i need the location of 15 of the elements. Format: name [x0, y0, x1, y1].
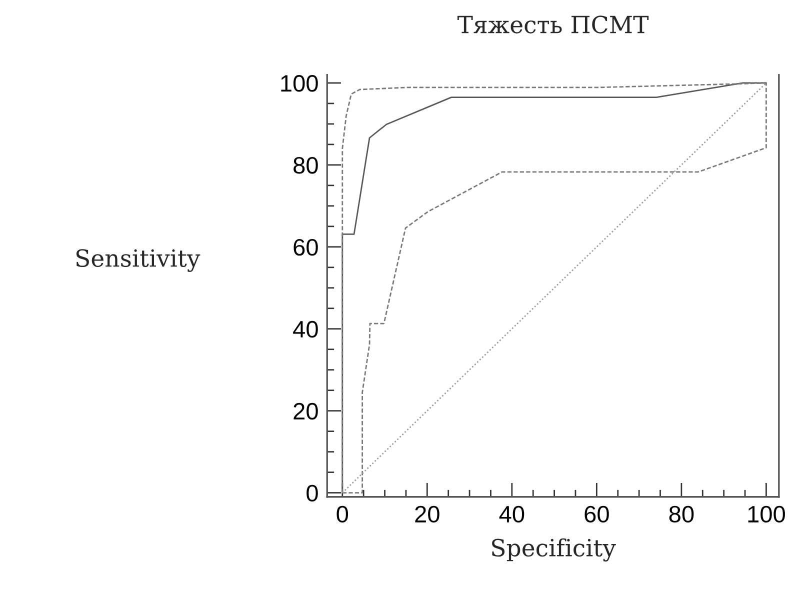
x-axis-title: Specificity [492, 538, 616, 562]
y-tick-label: 60 [294, 238, 318, 256]
x-tick-label: 80 [669, 506, 694, 523]
y-tick-label: 40 [293, 320, 318, 338]
y-axis-title: Sensitivity [76, 249, 200, 272]
x-tick-label: 100 [748, 506, 785, 523]
chart-title: Тяжесть ПСМТ [457, 16, 649, 34]
x-tick-label: 0 [336, 506, 348, 523]
y-tick-label: 80 [294, 156, 318, 174]
x-tick-label: 20 [415, 506, 440, 523]
y-tick-label: 0 [306, 484, 318, 502]
x-tick-label: 40 [499, 506, 524, 523]
x-tick-label: 60 [584, 506, 609, 523]
y-tick-label: 100 [281, 75, 318, 92]
y-tick-label: 20 [294, 402, 318, 420]
